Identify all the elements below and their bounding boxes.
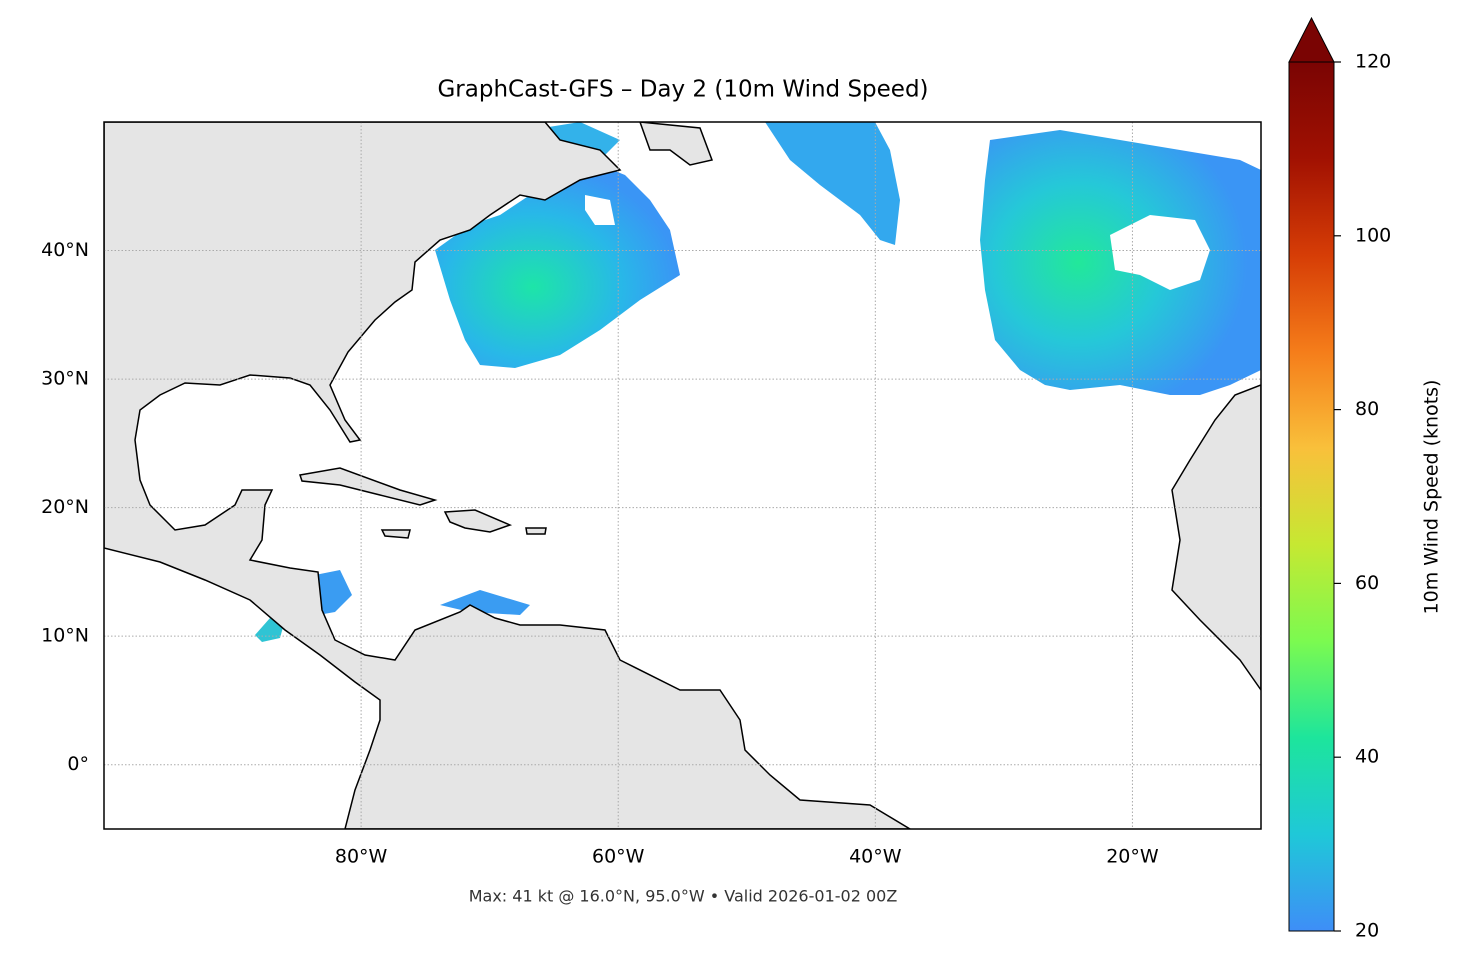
colorbar-frame (1288, 61, 1335, 932)
colorbar-tick-label: 100 (1355, 224, 1391, 246)
graticule (104, 122, 1261, 829)
axis-ticks: 80°W 60°W 40°W 20°W 0° 10°N 20°N 30°N 40°N (41, 239, 1159, 867)
wind-field (315, 570, 352, 615)
colorbar-tick-label: 80 (1355, 398, 1379, 420)
lon-tick-label: 20°W (1106, 846, 1159, 868)
map-area (104, 122, 1261, 829)
colorbar-tick-label: 60 (1355, 572, 1379, 594)
lon-tick-label: 80°W (335, 846, 388, 868)
lon-tick-label: 60°W (592, 846, 645, 868)
colorbar-extension (1288, 16, 1335, 63)
lat-tick-label: 0° (67, 753, 89, 775)
lat-tick-label: 40°N (41, 239, 89, 261)
map-frame (103, 121, 1262, 830)
land-puerto-rico (525, 527, 547, 535)
colorbar-tick-label: 40 (1355, 746, 1379, 768)
land-cuba (299, 467, 438, 506)
colorbar-tick-label: 20 (1355, 920, 1379, 942)
wind-field (440, 590, 530, 615)
land-africa (1171, 384, 1261, 692)
colorbar-label: 10m Wind Speed (knots) (1421, 380, 1443, 615)
wind-field (765, 122, 900, 245)
colorbar-tick-label: 120 (1355, 51, 1391, 73)
land-jamaica (380, 529, 411, 539)
lon-tick-label: 40°W (849, 846, 902, 868)
colorbar: 10m Wind Speed (knots) 20 40 60 80 100 120 (1288, 16, 1443, 942)
lat-tick-label: 10°N (41, 625, 89, 647)
land-americas (104, 122, 912, 829)
land-hispaniola (443, 509, 513, 533)
footer-note: Max: 41 kt @ 16.0°N, 95.0°W • Valid 2026… (469, 887, 898, 906)
lat-tick-label: 20°N (41, 496, 89, 518)
wind-field (435, 165, 680, 368)
lat-tick-label: 30°N (41, 368, 89, 390)
wind-field (980, 130, 1261, 395)
colorbar-gradient (1289, 62, 1334, 931)
land-newfoundland (639, 122, 714, 166)
map-title: GraphCast-GFS – Day 2 (10m Wind Speed) (437, 77, 928, 103)
